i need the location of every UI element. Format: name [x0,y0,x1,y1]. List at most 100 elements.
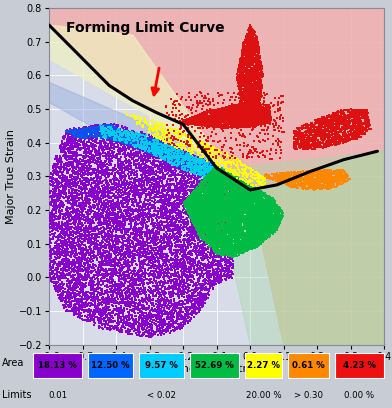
Point [224,181,230,188]
Point [201,188,208,194]
Point [249,114,256,121]
Point [250,30,257,37]
Point [223,107,230,113]
Point [94,128,100,135]
Point [140,244,146,251]
Point [209,191,215,197]
Point [213,236,220,242]
Point [239,202,245,209]
Point [72,129,78,135]
Point [218,192,225,199]
Point [54,193,60,199]
Point [150,145,156,151]
Point [235,226,241,233]
Point [350,108,357,114]
Point [122,173,129,179]
Point [257,190,263,197]
Point [112,137,118,144]
Point [235,118,241,125]
Point [150,252,156,258]
Point [198,159,205,166]
Point [250,238,256,245]
Point [198,112,204,118]
Point [225,106,231,113]
Point [268,219,274,226]
Point [115,280,121,287]
Point [109,139,115,146]
Point [237,185,243,191]
Point [238,221,244,227]
Point [74,256,80,263]
Point [62,262,68,268]
Point [351,122,357,129]
Point [276,172,282,178]
Point [204,206,211,212]
Point [218,201,225,208]
Point [243,248,249,255]
Point [216,120,222,127]
Point [113,323,119,329]
Point [200,158,207,164]
Point [162,187,168,194]
Point [212,204,219,211]
Point [217,169,223,175]
Point [243,187,250,194]
Point [146,277,152,284]
Point [173,272,179,278]
Point [173,105,180,112]
Point [80,308,87,315]
Point [97,324,103,330]
Point [161,275,167,282]
Point [194,184,200,190]
Point [73,181,79,187]
Point [142,131,148,137]
Point [254,99,260,106]
Point [303,168,309,175]
Point [279,179,285,185]
Point [222,216,229,223]
Point [186,210,192,217]
Point [94,296,100,302]
Point [253,210,259,216]
Point [167,277,174,284]
Point [136,244,142,251]
Point [207,100,214,107]
Point [157,161,163,168]
Point [207,143,214,150]
Point [50,218,56,224]
Point [191,216,197,222]
Point [187,248,193,255]
Point [216,216,222,222]
Point [127,214,133,220]
Point [191,218,198,224]
Point [127,133,133,140]
Point [277,171,283,178]
Point [338,176,345,182]
Point [234,182,240,188]
Point [50,190,56,196]
Point [243,192,249,199]
Point [249,224,256,231]
Point [224,250,230,256]
Point [159,312,165,318]
Point [212,277,219,284]
Point [125,229,131,236]
Point [194,194,201,201]
Point [238,182,244,189]
Point [186,134,192,141]
Point [292,145,298,152]
Point [243,185,249,192]
Point [260,106,266,113]
Point [178,151,185,157]
Point [234,177,240,184]
Point [224,106,230,113]
Point [316,144,323,150]
Point [68,155,74,162]
Point [238,93,244,100]
Point [191,155,197,162]
Point [260,239,266,245]
Point [264,102,270,109]
Point [85,293,91,300]
Point [263,221,269,228]
Point [260,104,266,111]
